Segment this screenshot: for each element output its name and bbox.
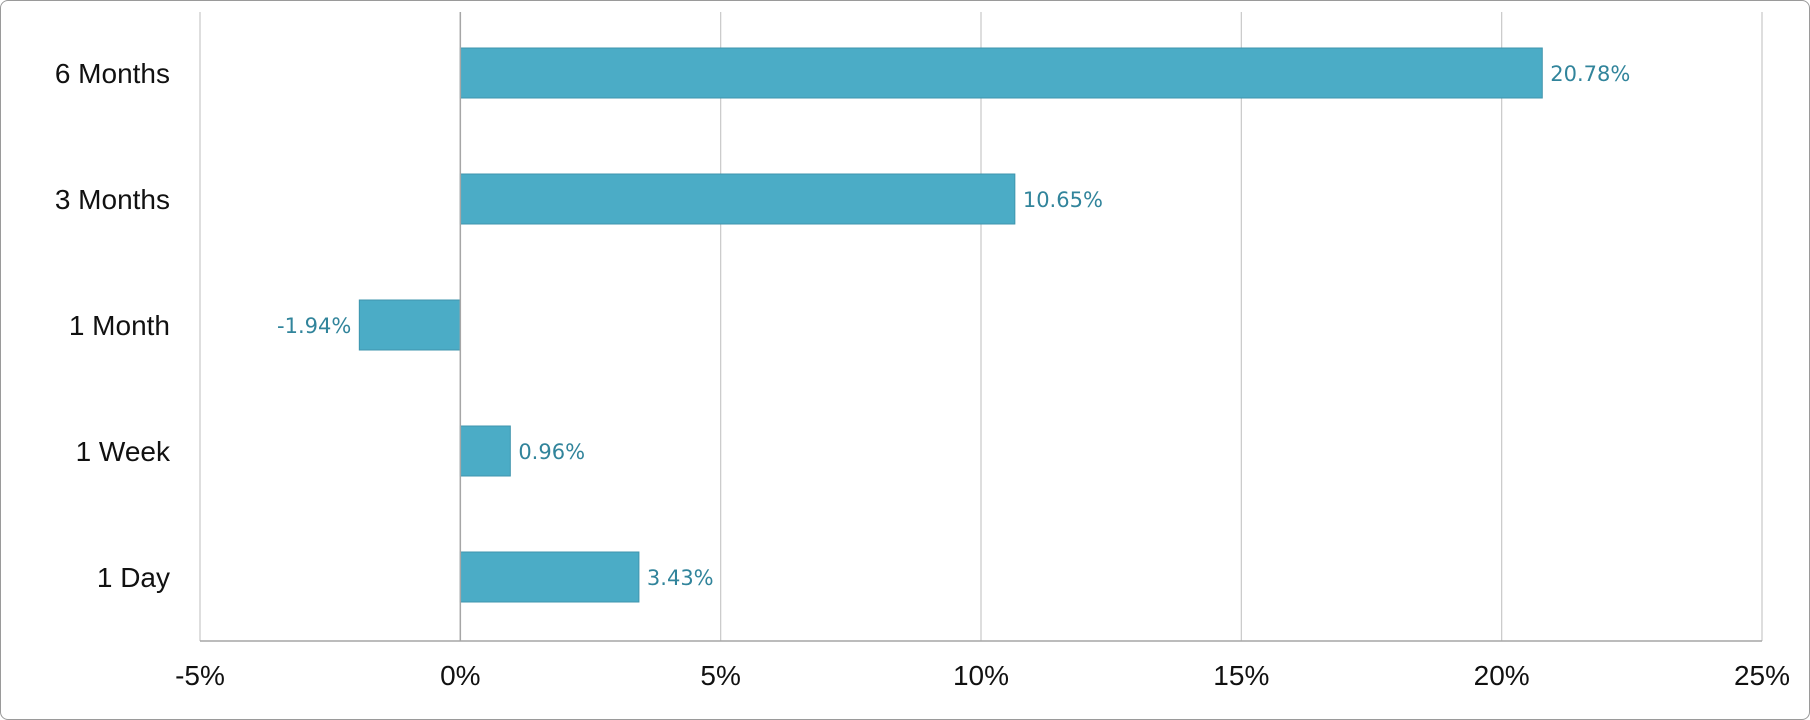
x-tick-label: 0% (440, 660, 480, 691)
bar (459, 425, 511, 477)
category-label: 6 Months (55, 58, 170, 89)
x-tick-label: 25% (1734, 660, 1790, 691)
category-label: 1 Day (97, 562, 170, 593)
data-label: 3.43% (647, 566, 714, 590)
bar (459, 551, 640, 603)
category-label: 1 Month (69, 310, 170, 341)
x-tick-label: 15% (1213, 660, 1269, 691)
axes: -5% 0% 5% 10% 15% 20% 25% (175, 12, 1790, 691)
data-label: 20.78% (1550, 62, 1630, 86)
bar (459, 47, 1543, 99)
category-label: 3 Months (55, 184, 170, 215)
x-tick-label: 20% (1474, 660, 1530, 691)
data-label: 10.65% (1023, 188, 1103, 212)
x-tick-label: 10% (953, 660, 1009, 691)
bar (358, 299, 461, 351)
bars (358, 47, 1543, 603)
x-tick-label: 5% (700, 660, 740, 691)
x-tick-label: -5% (175, 660, 225, 691)
category-label: 1 Week (76, 436, 171, 467)
data-label: -1.94% (277, 314, 351, 338)
labels: 6 Months 20.78% 3 Months 10.65% 1 Month -1.94… (55, 58, 1631, 593)
data-label: 0.96% (518, 440, 585, 464)
bar (459, 173, 1016, 225)
